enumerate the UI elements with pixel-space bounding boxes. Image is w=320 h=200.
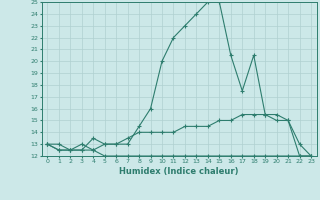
X-axis label: Humidex (Indice chaleur): Humidex (Indice chaleur) xyxy=(119,167,239,176)
